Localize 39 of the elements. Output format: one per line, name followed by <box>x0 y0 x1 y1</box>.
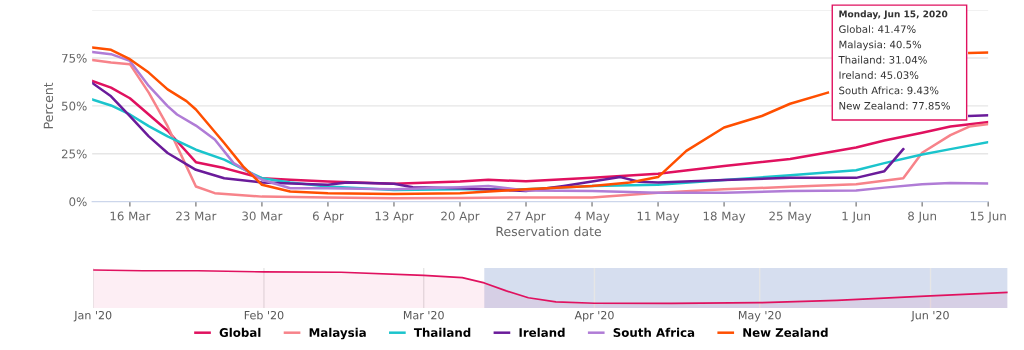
x-tick-label: 16 Mar <box>110 211 151 221</box>
x-tick-label: 15 Jun <box>970 211 1006 223</box>
legend-label: Malaysia <box>309 327 366 340</box>
x-tick-label: 30 Mar <box>242 211 283 221</box>
x-tick-label: 25 May <box>769 211 812 223</box>
y-tick-label: 25% <box>61 149 87 159</box>
y-tick-label: 75% <box>62 53 87 63</box>
annotation: Ireland: 45.03% <box>839 71 919 79</box>
x-tick-label: 4 May <box>574 211 610 223</box>
x-tick-label: Feb '20 <box>244 310 284 320</box>
legend-label: Thailand <box>413 327 471 337</box>
y-tick-label: 50% <box>61 101 87 111</box>
x-tick-label: 27 Apr <box>507 211 546 223</box>
x-tick-label: Mar '20 <box>403 310 444 320</box>
annotation: Thailand: 31.04% <box>838 55 927 64</box>
x-tick-label: Apr '20 <box>574 310 614 322</box>
x-tick-label: 8 Jun <box>908 211 936 223</box>
x-tick-label: 23 Mar <box>176 211 217 221</box>
x-tick-label: 1 Jun <box>842 211 870 223</box>
x-tick-label: 18 May <box>703 211 746 223</box>
x-tick-label: 6 Apr <box>312 211 344 223</box>
legend-label: Global <box>219 327 261 337</box>
legend-label: South Africa <box>613 327 695 337</box>
x-axis-title: Reservation date <box>496 226 602 237</box>
annotation: New Zealand: 77.85% <box>839 101 950 110</box>
annotation: Monday, Jun 15, 2020 <box>839 10 948 20</box>
x-tick-label: Jun '20 <box>910 310 949 322</box>
annotation: Malaysia: 40.5% <box>839 40 922 51</box>
x-tick-label: 13 Apr <box>375 211 414 223</box>
annotation: Global: 41.47% <box>839 25 916 33</box>
y-tick-label: 0% <box>69 197 87 207</box>
x-tick-label: Jan '20 <box>73 310 112 322</box>
legend-label: New Zealand <box>743 327 828 337</box>
y-axis-title: Percent <box>43 82 54 129</box>
x-tick-label: May '20 <box>738 310 781 322</box>
x-tick-label: 20 Apr <box>441 211 480 223</box>
legend-label: Ireland <box>519 327 565 337</box>
annotation: South Africa: 9.43% <box>839 86 939 95</box>
x-tick-label: 11 May <box>637 211 680 223</box>
